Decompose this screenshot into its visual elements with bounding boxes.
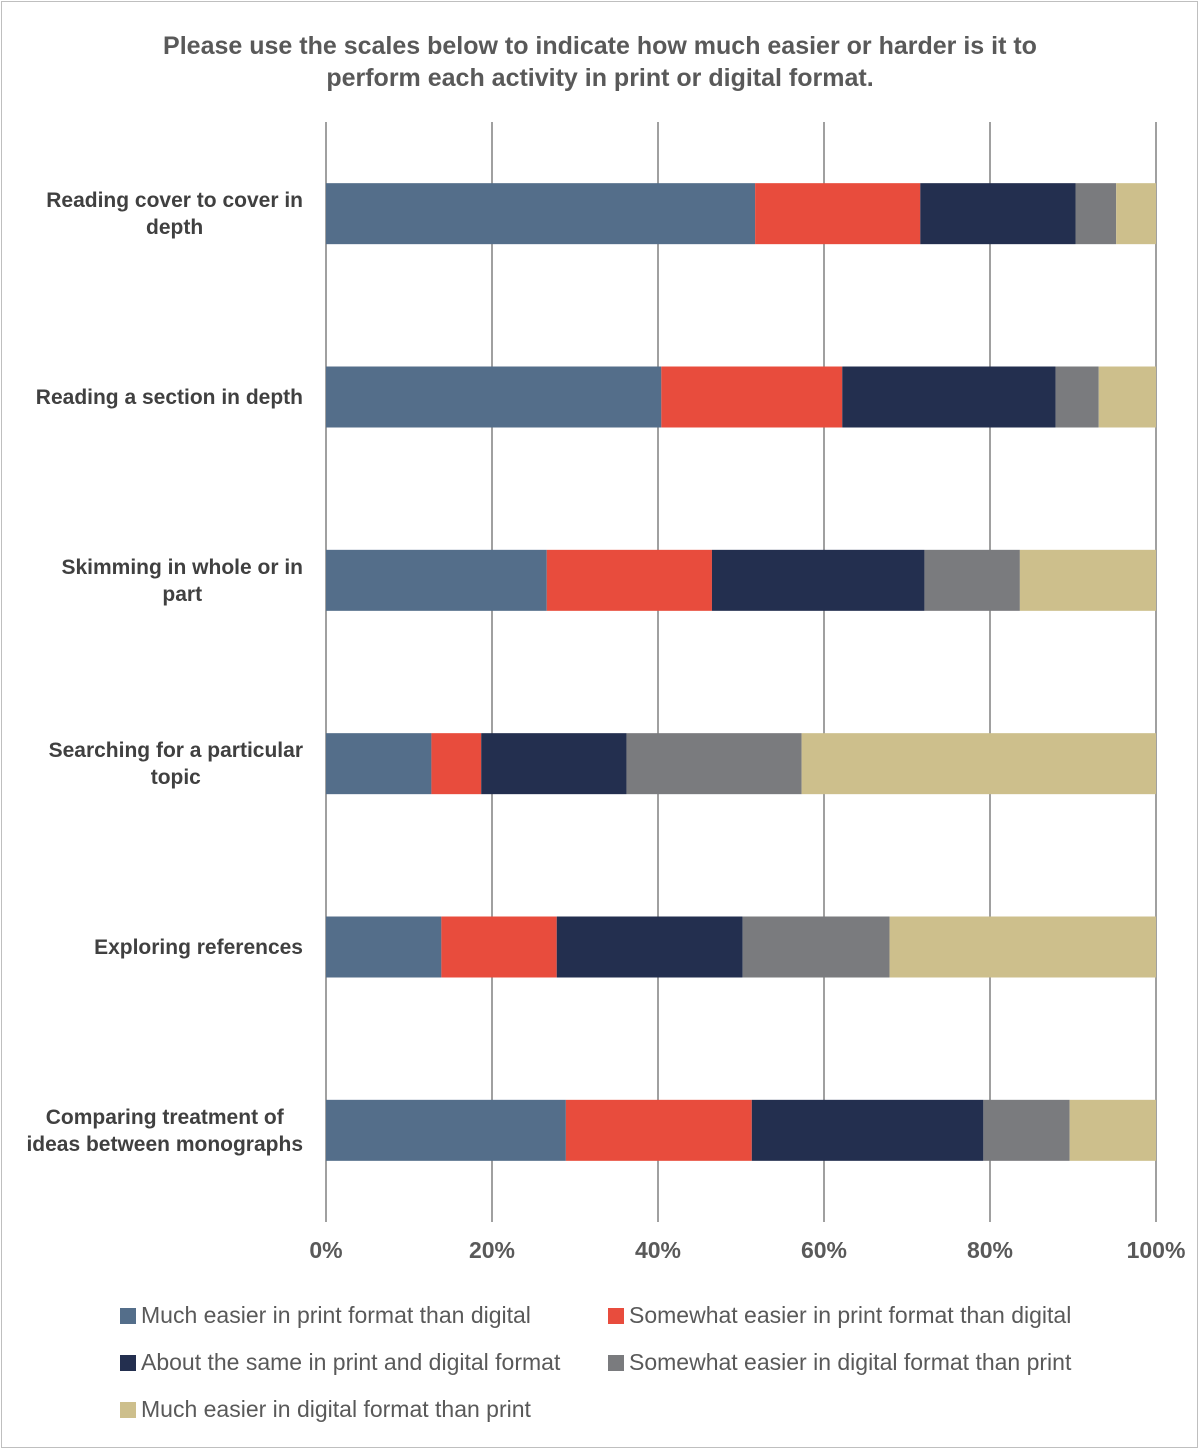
legend-label: Much easier in print format than digital: [141, 1302, 531, 1328]
bar-segment: [1069, 1099, 1156, 1161]
category-label-line: Searching for a particular: [49, 739, 303, 762]
bar-segment: [326, 733, 432, 795]
bar-segment: [326, 916, 442, 978]
bar-segment: [661, 366, 843, 428]
bar-segment: [1116, 183, 1156, 245]
chart-title-line-2: perform each activity in print or digita…: [326, 64, 874, 92]
x-tick-label: 60%: [801, 1237, 847, 1263]
legend-swatch: [608, 1354, 624, 1371]
category-label: Reading cover to cover in depth: [46, 189, 303, 239]
category-label-line: Reading a section in depth: [36, 386, 303, 409]
category-label: Comparing treatment of ideas between mono…: [26, 1106, 303, 1156]
bar-segment: [326, 366, 662, 428]
legend-item: About the same in print and digital form…: [120, 1349, 560, 1376]
legend-label: About the same in print and digital form…: [141, 1349, 561, 1375]
category-label: Searching for a particular topic: [49, 739, 303, 789]
legend-item: Somewhat easier in digital format than p…: [608, 1349, 1071, 1376]
category-label-line: topic: [151, 766, 201, 789]
category-label-line: part: [162, 583, 202, 606]
bar-segment: [842, 366, 1056, 428]
legend-item: Much easier in digital format than print: [120, 1396, 531, 1423]
category-label-line: depth: [146, 216, 203, 239]
bar-segment: [431, 733, 482, 795]
bar-segment: [751, 1099, 984, 1161]
x-tick-label: 100%: [1127, 1237, 1186, 1263]
bar-segment: [1019, 549, 1156, 611]
category-label-line: ideas between monographs: [26, 1133, 303, 1156]
bar-segment: [565, 1099, 752, 1161]
legend-label: Much easier in digital format than print: [141, 1396, 531, 1422]
category-label-line: Exploring references: [94, 936, 303, 959]
stacked-bar-chart: 0% 20% 40% 60% 80% 100% Reading cover to cover…: [26, 122, 1186, 1263]
bar-segment: [983, 1099, 1070, 1161]
category-label: Exploring references: [94, 936, 303, 959]
bar-segment: [801, 733, 1156, 795]
legend-label: Somewhat easier in digital format than p…: [629, 1349, 1072, 1375]
bar-segment: [626, 733, 802, 795]
x-tick-label: 20%: [469, 1237, 515, 1263]
category-label-line: Comparing treatment of: [46, 1106, 285, 1129]
bar-segment: [326, 183, 756, 245]
legend-swatch: [120, 1307, 136, 1324]
legend-swatch: [120, 1354, 136, 1371]
bar-segment: [1098, 366, 1156, 428]
bar-segment: [755, 183, 921, 245]
bar-segment: [546, 549, 712, 611]
chart-title-line-1: Please use the scales below to indicate …: [163, 32, 1037, 60]
bar-segment: [556, 916, 743, 978]
category-label-line: Reading cover to cover in: [46, 189, 303, 212]
legend-swatch: [608, 1307, 624, 1324]
bar-segment: [1075, 183, 1117, 245]
legend-swatch: [120, 1401, 136, 1418]
bar-segment: [1055, 366, 1099, 428]
chart-title: Please use the scales below to indicate …: [60, 30, 1140, 94]
bar-segment: [711, 549, 925, 611]
bar-segment: [326, 1099, 566, 1161]
legend-item: Somewhat easier in print format than dig…: [608, 1302, 1071, 1329]
legend-item: Much easier in print format than digital: [120, 1302, 531, 1329]
legend-label: Somewhat easier in print format than dig…: [629, 1302, 1072, 1328]
bar-segment: [920, 183, 1076, 245]
x-tick-label: 0%: [309, 1237, 342, 1263]
bar-segment: [441, 916, 557, 978]
category-label: Skimming in whole or in part: [61, 556, 303, 606]
bar-segment: [924, 549, 1020, 611]
bar-segment: [481, 733, 627, 795]
bar-segment: [326, 549, 547, 611]
bar-segment: [889, 916, 1156, 978]
x-tick-label: 80%: [967, 1237, 1013, 1263]
category-label-line: Skimming in whole or in: [61, 556, 303, 579]
category-label: Reading a section in depth: [36, 386, 303, 409]
bar-segment: [742, 916, 890, 978]
x-tick-label: 40%: [635, 1237, 681, 1263]
